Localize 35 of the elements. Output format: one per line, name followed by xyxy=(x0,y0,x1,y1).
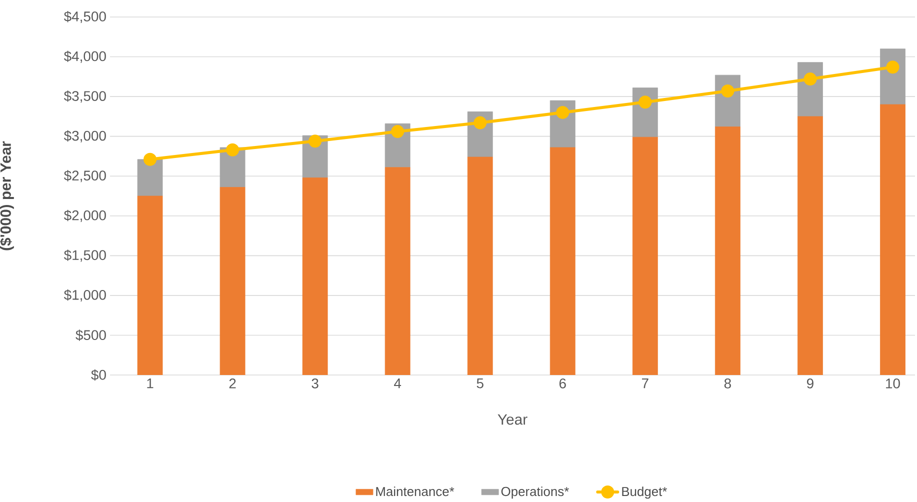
x-tick-label: 4 xyxy=(394,378,402,388)
x-tick-label: 8 xyxy=(724,378,731,388)
point xyxy=(144,152,157,166)
x-tick-label: 3 xyxy=(312,378,318,388)
legend-label: Budget* xyxy=(622,486,668,499)
point xyxy=(804,72,817,86)
point xyxy=(391,125,404,138)
y-axis-title: ($'000) per Year xyxy=(0,141,14,250)
y-tick-label: $2,000 xyxy=(64,210,106,222)
legend-label: Maintenance* xyxy=(376,486,454,496)
point xyxy=(226,143,240,156)
y-tick-label: $3,500 xyxy=(64,90,106,103)
point xyxy=(638,96,652,109)
y-tick-label: $0 xyxy=(91,369,106,381)
x-tick-label: 5 xyxy=(476,378,484,388)
x-axis-title: Year xyxy=(498,414,528,425)
point xyxy=(886,60,900,74)
point xyxy=(556,106,570,119)
legend-label: Operations* xyxy=(501,486,569,499)
x-tick-label: 7 xyxy=(642,378,648,388)
y-tick-label: $4,000 xyxy=(64,50,106,63)
y-tick-label: $4,500 xyxy=(64,10,106,24)
y-tick-label: $1,000 xyxy=(64,289,106,302)
x-tick-label: 6 xyxy=(559,378,566,388)
point xyxy=(308,134,322,148)
y-tick-label: $3,000 xyxy=(64,130,106,142)
y-tick-label: $2,500 xyxy=(64,170,106,182)
x-tick-label: 10 xyxy=(886,378,900,388)
point xyxy=(721,84,734,98)
y-tick-label: $1,500 xyxy=(64,250,106,262)
x-tick-label: 1 xyxy=(147,378,154,388)
point xyxy=(474,116,487,130)
y-tick-label: $500 xyxy=(76,330,106,341)
x-tick-label: 9 xyxy=(806,378,814,388)
x-tick-label: 2 xyxy=(229,378,236,388)
